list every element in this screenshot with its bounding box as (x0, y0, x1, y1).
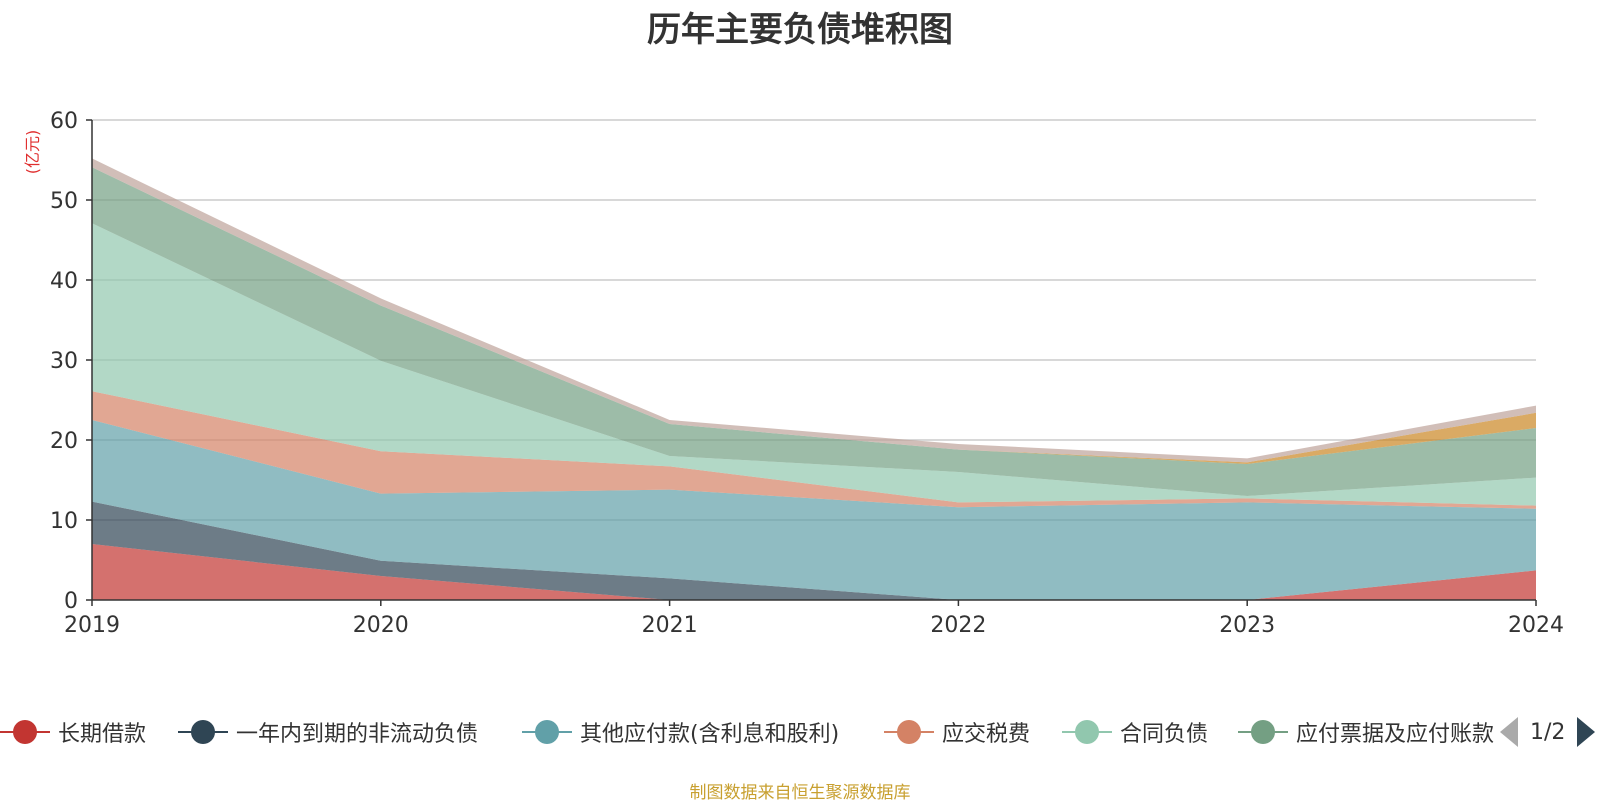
legend-marker-icon (1238, 717, 1288, 747)
legend-label: 应交税费 (942, 722, 1031, 747)
x-tick-label: 2022 (930, 613, 986, 638)
data-source-note: 制图数据来自恒生聚源数据库 (689, 783, 911, 803)
legend-label: 一年内到期的非流动负债 (236, 722, 479, 747)
y-tick-label: 60 (50, 109, 78, 134)
x-tick-label: 2023 (1219, 613, 1275, 638)
legend-label: 合同负债 (1120, 722, 1209, 747)
legend-prev-page-icon[interactable] (1500, 717, 1518, 747)
chart-plot: 0 10 20 30 40 50 60 2019 2020 2021 2022 2023 2024 (50, 109, 1564, 638)
chart-title: 历年主要负债堆积图 (647, 10, 953, 50)
legend-item[interactable]: 其他应付款(含利息和股利) (522, 712, 839, 752)
legend-marker-icon (178, 717, 228, 747)
legend-item[interactable]: 一年内到期的非流动负债 (178, 712, 478, 752)
legend-marker-icon (884, 717, 934, 747)
area-series-3 (92, 420, 1536, 600)
legend-pager: 1/2 (1500, 712, 1596, 752)
area-series-2 (92, 501, 1536, 600)
x-tick-label: 2021 (642, 613, 698, 638)
area-series-1 (92, 544, 1536, 600)
y-tick-label: 30 (50, 349, 78, 374)
x-tick-label: 2020 (353, 613, 409, 638)
legend-marker-icon (522, 717, 572, 747)
legend-label: 其他应付款(含利息和股利) (580, 722, 840, 747)
x-tick-label: 2024 (1508, 613, 1564, 638)
x-tick-label: 2019 (64, 613, 120, 638)
legend-next-page-icon[interactable] (1577, 717, 1596, 747)
y-tick-label: 40 (50, 269, 78, 294)
y-tick-label: 0 (64, 589, 78, 614)
y-tick-label: 50 (50, 189, 78, 214)
legend-item[interactable]: 应付票据及应付账款 (1238, 712, 1494, 752)
legend-item[interactable]: 合同负债 (1062, 712, 1208, 752)
legend-label: 应付票据及应付账款 (1296, 722, 1495, 747)
legend-item[interactable]: 长期借款 (0, 712, 146, 752)
legend-item[interactable]: 应交税费 (884, 712, 1030, 752)
y-tick-label: 10 (50, 509, 78, 534)
area-series-5 (92, 223, 1536, 506)
legend-marker-icon (1062, 717, 1112, 747)
area-series-4 (92, 391, 1536, 509)
legend-page-indicator: 1/2 (1530, 719, 1566, 745)
y-tick-label: 20 (50, 429, 78, 454)
legend-label: 长期借款 (58, 722, 147, 747)
area-series-8 (92, 158, 1536, 463)
legend: 长期借款 一年内到期的非流动负债 其他应付款(含利息和股利) 应交税费 合同负债 应付票据… (0, 712, 1600, 752)
area-series-6 (92, 167, 1536, 496)
legend-marker-icon (0, 717, 50, 747)
